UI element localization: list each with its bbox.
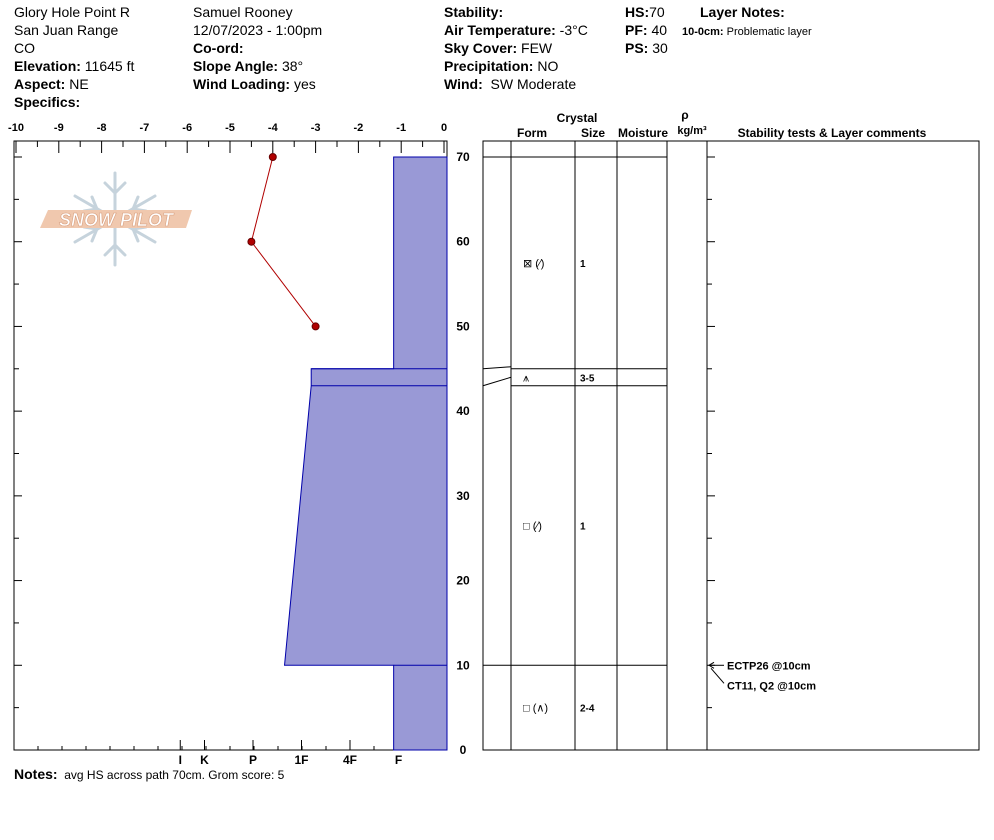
observer-name: Samuel Rooney <box>193 4 293 20</box>
wind-loading: Wind Loading: yes <box>193 76 316 92</box>
crystal-size-label: 1 <box>580 522 586 533</box>
crystal-form-label: □ (∧) <box>523 703 548 715</box>
depth-tick-label: 70 <box>456 150 470 164</box>
temp-tick-label: -2 <box>354 122 364 134</box>
depth-tick-label: 60 <box>456 235 470 249</box>
depth-tick-label: 20 <box>456 574 470 588</box>
crystal-size-label: 1 <box>580 259 586 270</box>
hardness-tick-label: 1F <box>294 753 308 767</box>
depth-tick-label: 30 <box>456 489 470 503</box>
snow-height: HS:70 <box>625 4 665 20</box>
layer-connector <box>482 376 512 387</box>
temperature-point <box>311 322 320 331</box>
hardness-tick-label: 4F <box>343 753 357 767</box>
temp-tick-label: -8 <box>97 122 107 134</box>
layer-notes-heading: Layer Notes: <box>700 4 785 20</box>
specifics: Specifics: <box>14 94 81 110</box>
state: CO <box>14 40 35 56</box>
hardness-tick-label: P <box>249 753 257 767</box>
temperature-point <box>247 237 256 246</box>
stability-test-result: ECTP26 @10cm <box>727 660 811 672</box>
temperature-line <box>250 156 316 327</box>
watermark-text: SNOW PILOT <box>59 210 175 230</box>
temp-tick-label: -9 <box>54 122 64 134</box>
elevation: Elevation: 11645 ft <box>14 58 135 74</box>
air-temperature: Air Temperature: -3°C <box>444 22 588 38</box>
depth-tick-label: 10 <box>456 658 470 672</box>
depth-tick-label: 0 <box>460 743 467 757</box>
stability: Stability: <box>444 4 504 20</box>
temp-tick-label: -5 <box>225 122 235 134</box>
wind: Wind: SW Moderate <box>444 76 577 92</box>
temp-tick-label: -10 <box>8 122 24 134</box>
crystal-size-label: 2-4 <box>580 704 595 715</box>
crystal-size-label: 3-5 <box>580 373 595 384</box>
temp-tick-label: -3 <box>311 122 321 134</box>
hardness-tick-label: K <box>200 753 209 767</box>
coordinates: Co-ord: <box>193 40 244 56</box>
depth-tick-label: 40 <box>456 404 470 418</box>
mountain-range: San Juan Range <box>14 22 119 38</box>
stability-test-arrowhead <box>708 661 715 669</box>
sky-cover: Sky Cover: FEW <box>444 40 553 56</box>
depth-tick-label: 50 <box>456 319 470 333</box>
snowpilot-logo: SNOW PILOT <box>40 171 192 267</box>
form-header: Form <box>517 126 547 140</box>
crystal-form-label: ⊠ (⁄) <box>523 258 544 270</box>
temp-tick-label: -6 <box>182 122 192 134</box>
layer-connector <box>482 366 512 370</box>
size-header: Size <box>581 126 605 140</box>
precipitation: Precipitation: NO <box>444 58 559 74</box>
stability-test-arrow <box>710 667 725 684</box>
density-symbol: ρ <box>681 108 688 122</box>
temperature-point <box>268 153 277 161</box>
observation-datetime: 12/07/2023 - 1:00pm <box>193 22 323 38</box>
aspect: Aspect: NE <box>14 76 89 92</box>
notes: Notes: avg HS across path 70cm. Grom sco… <box>14 766 285 782</box>
location-name: Glory Hole Point R <box>14 4 130 20</box>
stability-test-result: CT11, Q2 @10cm <box>727 680 816 692</box>
moisture-header: Moisture <box>618 126 668 140</box>
crystal-header: Crystal <box>557 111 598 125</box>
temp-tick-label: -1 <box>396 122 406 134</box>
temp-tick-label: -4 <box>268 122 279 134</box>
crystal-form-label: □ (⁄) <box>523 521 542 533</box>
slope-angle: Slope Angle: 38° <box>193 58 304 74</box>
hardness-tick-label: F <box>395 753 402 767</box>
hardness-tick-label: I <box>179 753 182 767</box>
pit-depth-ps: PS: 30 <box>625 40 668 56</box>
pit-depth-pf: PF: 40 <box>625 22 668 38</box>
stability-header: Stability tests & Layer comments <box>738 126 927 140</box>
temp-tick-label: -7 <box>140 122 150 134</box>
temp-tick-label: 0 <box>441 122 447 134</box>
layer-grid-frame <box>482 140 980 751</box>
hardness-profile <box>283 156 448 751</box>
crystal-form-label: ⩚ <box>523 372 529 384</box>
density-unit: kg/m³ <box>677 125 707 137</box>
layer-note: 10-0cm: Problematic layer <box>682 26 812 38</box>
